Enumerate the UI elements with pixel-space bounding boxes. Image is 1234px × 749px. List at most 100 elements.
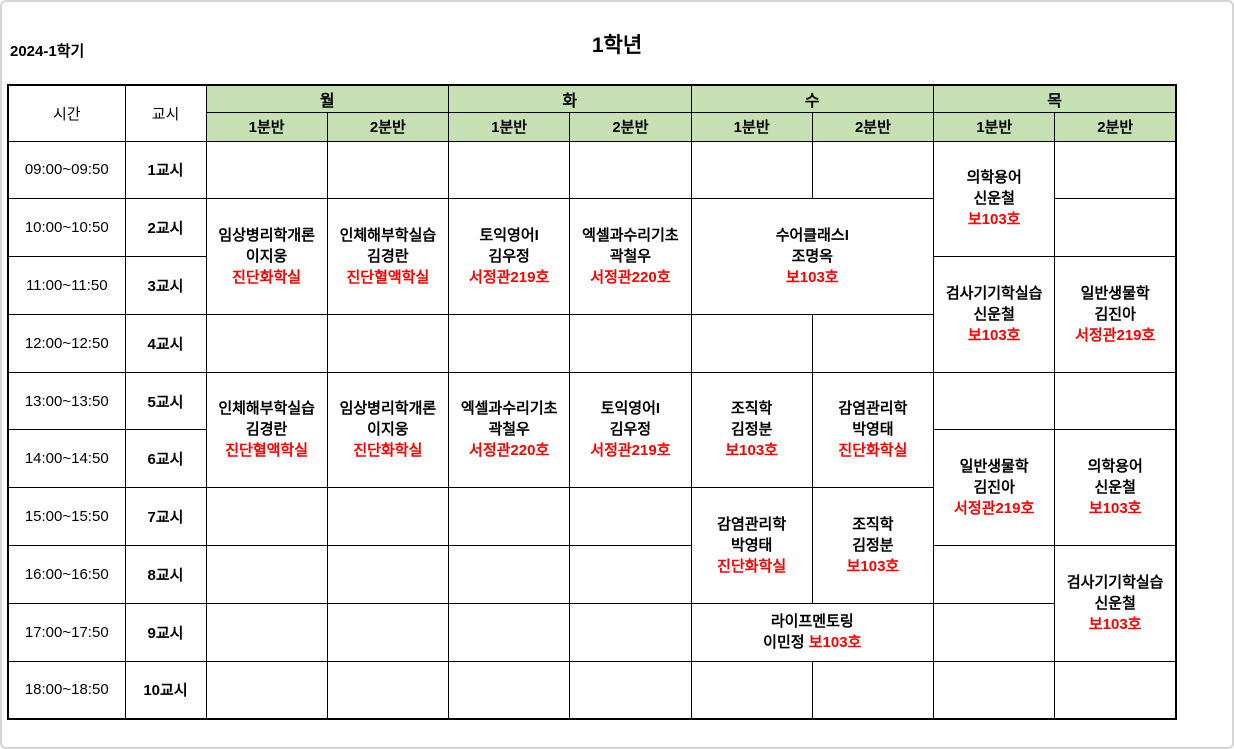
time-column-header: 시간 (7, 84, 126, 142)
section-header-0-0: 1분반 (205, 111, 328, 142)
room-label: 서정관220호 (590, 269, 671, 287)
class-cell: 감염관리학 박영태 진단화학실 (690, 487, 813, 604)
day-header-1: 화 (448, 84, 692, 113)
empty-cell (326, 313, 450, 373)
class-cell: 수어클래스I 조명옥 보103호 (690, 198, 935, 315)
room-label: 보103호 (785, 269, 839, 287)
empty-cell (205, 660, 328, 720)
time-cell: 17:00~17:50 (7, 602, 126, 662)
teacher-label: 박영태 (852, 421, 894, 439)
room-label: 진단혈액학실 (346, 269, 430, 287)
time-cell: 13:00~13:50 (7, 371, 126, 431)
empty-cell (205, 487, 328, 547)
section-header-0-1: 2분반 (326, 111, 450, 142)
period-cell: 5교시 (124, 371, 207, 431)
semester-label: 2024-1학기 (10, 43, 85, 60)
header-row-sections: 1분반 2분반 1분반 2분반 1분반 2분반 1분반 2분반 (8, 111, 1177, 142)
period-cell: 10교시 (124, 660, 207, 720)
empty-cell (569, 660, 692, 720)
period-row-1교시: 09:00~09:50 1교시 의학용어 신운철 보103호 (7, 140, 1177, 258)
subject-label: 인체해부학실습 (218, 400, 315, 418)
subject-label: 조직학 (852, 516, 894, 534)
empty-cell (326, 140, 450, 200)
teacher-label: 이민정 (763, 634, 809, 652)
teacher-label: 김경란 (245, 421, 288, 439)
class-cell: 일반생물학 김진아 서정관219호 (933, 429, 1056, 547)
period-row-9교시: 17:00~17:50 9교시 라이프멘토링 이민정 보103호 (7, 602, 1176, 662)
room-label: 서정관219호 (469, 269, 550, 287)
page-title: 1학년 (591, 34, 643, 57)
room-label: 보103호 (808, 634, 862, 652)
teacher-label: 김정분 (730, 421, 773, 439)
empty-cell (448, 313, 571, 373)
subject-label: 일반생물학 (1080, 284, 1150, 302)
teacher-label: 신운철 (973, 305, 1015, 323)
room-label: 서정관220호 (469, 442, 550, 460)
class-cell: 검사기기학실습 신운철 보103호 (933, 256, 1056, 373)
subject-label: 토익영어I (600, 400, 661, 418)
period-cell: 3교시 (124, 256, 207, 315)
empty-cell (811, 660, 935, 720)
teacher-label: 신운철 (1094, 479, 1136, 497)
room-label: 보103호 (846, 558, 900, 576)
time-cell: 10:00~10:50 (7, 198, 126, 258)
empty-cell (933, 371, 1056, 431)
subject-label: 검사기기학실습 (945, 284, 1043, 302)
subject-label: 임상병리학개론 (339, 400, 437, 418)
subject-label: 엑셀과수리기초 (582, 227, 679, 245)
room-label: 서정관219호 (590, 442, 671, 460)
empty-cell (1054, 198, 1177, 258)
empty-cell (933, 660, 1056, 720)
section-header-1-1: 2분반 (569, 111, 692, 142)
empty-cell (448, 545, 571, 604)
teacher-label: 김진아 (973, 479, 1015, 497)
period-row-6교시: 14:00~14:50 6교시 일반생물학 김진아 서정관219호 의학용어 신운철 보103… (7, 429, 1177, 547)
class-cell: 엑셀과수리기초 곽철우 서정관220호 (448, 371, 571, 489)
empty-cell (205, 602, 328, 662)
room-label: 진단혈액학실 (225, 442, 309, 460)
subject-label: 검사기기학실습 (1066, 573, 1164, 591)
section-header-2-0: 1분반 (690, 111, 813, 142)
subject-label: 토익영어I (479, 227, 539, 245)
empty-cell (1054, 140, 1177, 200)
empty-cell (933, 602, 1056, 662)
section-header-3-0: 1분반 (933, 111, 1056, 142)
teacher-label: 김경란 (367, 248, 409, 266)
period-column-header: 교시 (124, 84, 207, 142)
subject-label: 의학용어 (1087, 458, 1143, 476)
class-cell: 검사기기학실습 신운철 보103호 (1054, 545, 1177, 662)
time-cell: 18:00~18:50 (7, 660, 126, 720)
empty-cell (326, 602, 450, 662)
period-row-10교시: 18:00~18:50 10교시 (7, 660, 1177, 720)
empty-cell (448, 660, 571, 720)
class-cell: 토익영어I 김우정 서정관219호 (569, 371, 692, 489)
teacher-label: 김우정 (488, 248, 530, 266)
room-label: 진단화학실 (838, 442, 908, 460)
day-header-0: 월 (205, 84, 450, 113)
subject-label: 인체해부학실습 (339, 227, 437, 245)
teacher-label: 곽철우 (488, 421, 530, 439)
time-cell: 16:00~16:50 (7, 545, 126, 604)
period-row-5교시: 13:00~13:50 5교시 인체해부학실습 김경란 진단혈액학실 임상병리학개론 이지웅… (7, 371, 1177, 489)
teacher-label: 신운철 (973, 190, 1015, 208)
teacher-label: 김진아 (1094, 305, 1136, 323)
room-label: 서정관219호 (1075, 326, 1156, 344)
subject-label: 일반생물학 (959, 458, 1029, 476)
empty-cell (690, 140, 813, 200)
teacher-label: 곽철우 (609, 248, 652, 266)
teacher-label: 김정분 (852, 537, 894, 555)
time-cell: 15:00~15:50 (7, 487, 126, 547)
room-label: 진단화학실 (353, 442, 423, 460)
time-cell: 11:00~11:50 (7, 256, 126, 315)
empty-cell (569, 602, 692, 662)
period-cell: 9교시 (124, 602, 207, 662)
subject-label: 의학용어 (966, 169, 1022, 187)
class-cell: 의학용어 신운철 보103호 (933, 140, 1056, 258)
empty-cell (690, 313, 813, 373)
empty-cell (1054, 371, 1177, 431)
